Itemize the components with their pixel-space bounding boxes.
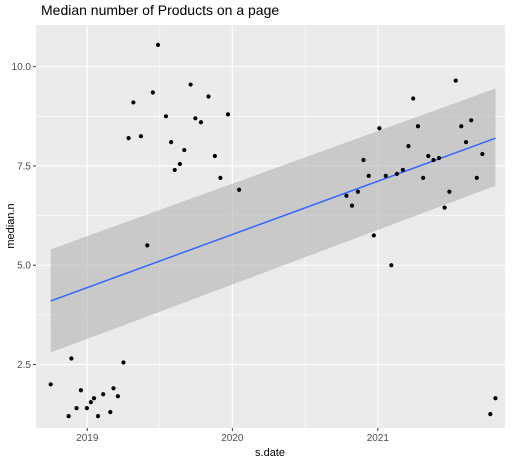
data-point xyxy=(421,175,426,180)
y-tick-label: 2.5 xyxy=(17,360,31,371)
data-point xyxy=(480,151,485,157)
data-point xyxy=(406,143,411,149)
data-point xyxy=(131,100,136,105)
data-point xyxy=(361,157,366,163)
data-point xyxy=(474,175,479,180)
confidence-ribbon xyxy=(50,88,496,353)
data-point xyxy=(193,116,198,121)
y-tick-label: 7.5 xyxy=(17,161,31,172)
data-point xyxy=(366,173,371,178)
data-point xyxy=(383,173,388,178)
data-point xyxy=(48,382,53,387)
data-point xyxy=(111,386,116,391)
data-point xyxy=(237,187,242,192)
data-point xyxy=(344,193,349,198)
data-point xyxy=(74,406,79,411)
y-tick-label: 5.0 xyxy=(17,261,31,272)
data-point xyxy=(188,82,193,87)
data-point xyxy=(95,413,101,419)
data-point xyxy=(138,134,144,139)
data-point xyxy=(431,157,436,163)
data-point xyxy=(172,167,177,173)
data-point xyxy=(206,94,211,99)
data-point xyxy=(447,189,452,194)
data-point xyxy=(400,167,405,173)
data-point xyxy=(394,171,399,176)
data-point xyxy=(212,153,217,159)
data-points xyxy=(48,42,498,419)
data-point xyxy=(155,42,161,47)
data-point xyxy=(91,396,97,401)
data-point xyxy=(225,112,231,117)
data-point xyxy=(355,189,361,194)
data-point xyxy=(150,90,155,95)
x-tick-label: 2020 xyxy=(221,433,244,444)
y-tick-label: 10.0 xyxy=(12,62,32,73)
data-point xyxy=(453,78,458,83)
data-point xyxy=(169,140,174,145)
data-point xyxy=(349,203,355,208)
data-point xyxy=(163,114,169,119)
data-point xyxy=(411,96,416,101)
data-point xyxy=(426,153,431,159)
data-point xyxy=(84,406,89,411)
data-point xyxy=(78,388,84,393)
x-axis-title: s.date xyxy=(255,447,285,459)
data-point xyxy=(389,263,394,268)
data-point xyxy=(108,410,113,415)
data-point xyxy=(463,140,469,145)
data-point xyxy=(442,205,447,210)
chart-title: Median number of Products on a page xyxy=(41,2,279,18)
data-point xyxy=(69,356,74,361)
data-point xyxy=(126,136,131,141)
data-point xyxy=(459,124,464,129)
data-point xyxy=(415,124,421,129)
data-point xyxy=(66,413,71,419)
data-point xyxy=(101,392,106,397)
trend-line xyxy=(50,137,496,302)
data-point xyxy=(121,360,126,365)
data-point xyxy=(436,155,442,161)
data-point xyxy=(177,161,182,167)
data-point xyxy=(493,396,498,401)
data-point xyxy=(198,120,204,125)
data-point xyxy=(488,412,493,417)
data-point xyxy=(371,233,376,238)
data-point xyxy=(218,175,223,180)
data-point xyxy=(145,243,150,248)
y-axis-title: median.n xyxy=(5,203,17,248)
x-tick-label: 2019 xyxy=(76,433,99,444)
data-point xyxy=(115,394,120,399)
x-axis: 2019 2020 2021 xyxy=(76,428,389,444)
data-point xyxy=(469,118,474,123)
y-axis: 2.5 5.0 7.5 10.0 xyxy=(12,62,36,371)
data-point xyxy=(88,400,93,405)
data-point xyxy=(182,147,187,153)
data-point xyxy=(377,126,382,131)
x-tick-label: 2021 xyxy=(367,433,390,444)
